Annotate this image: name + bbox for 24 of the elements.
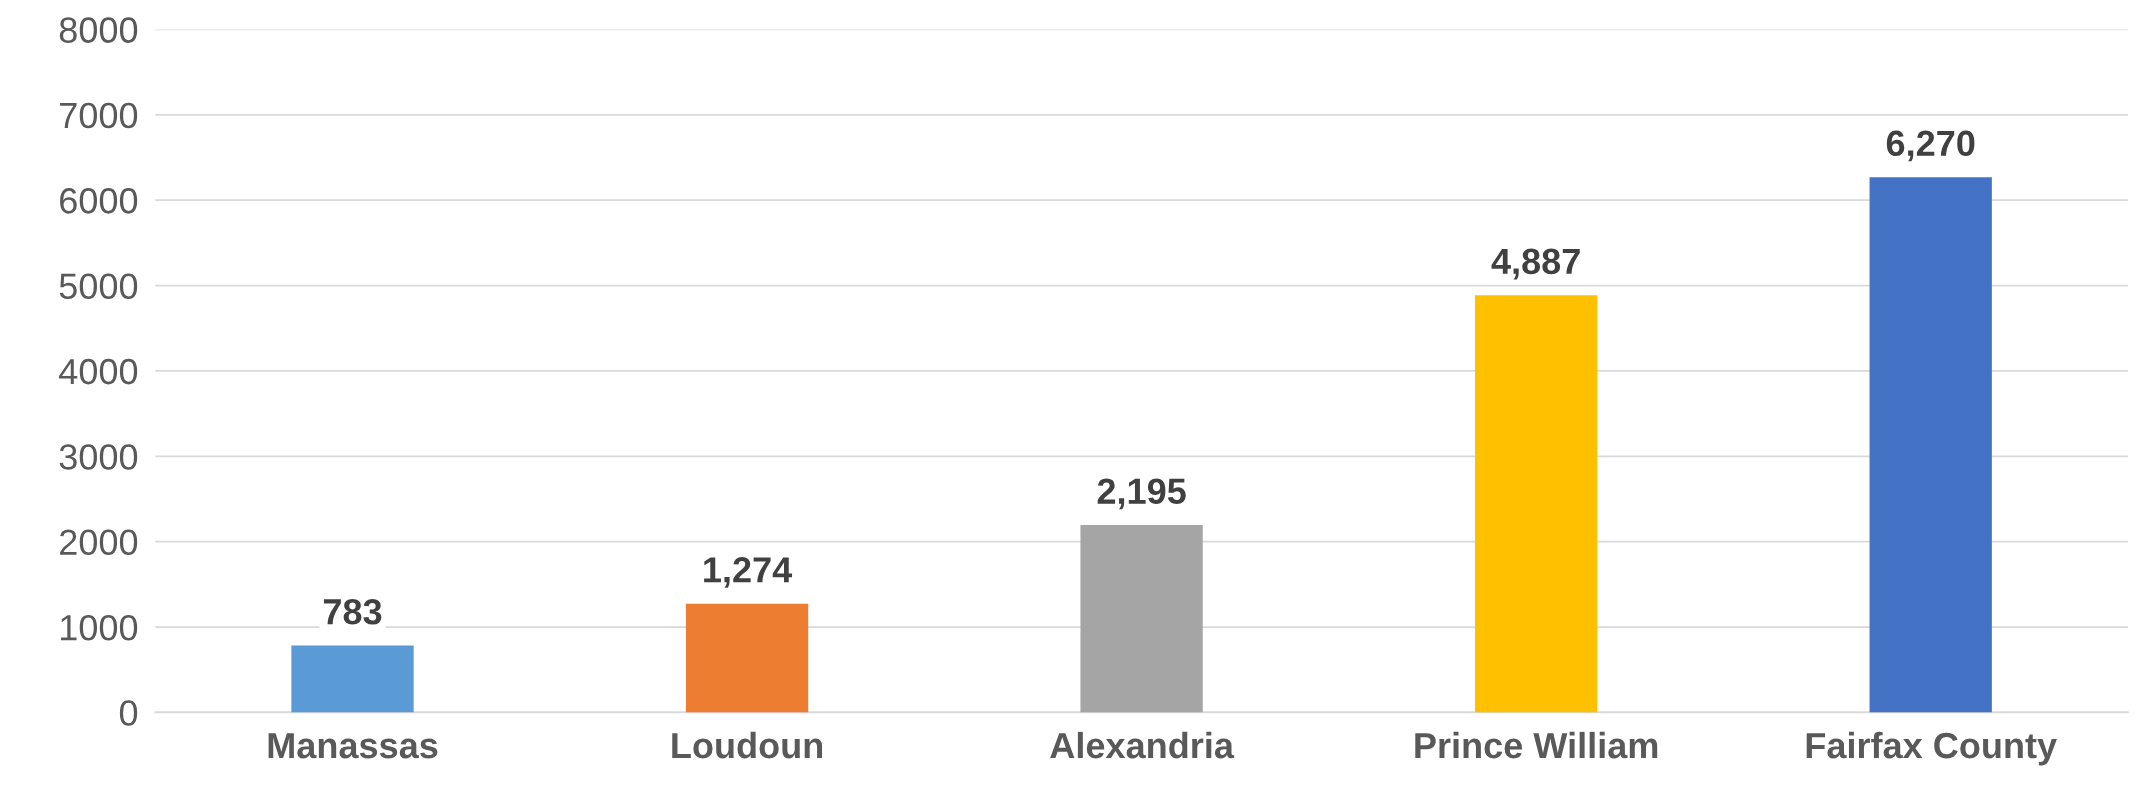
y-tick-label: 6000 xyxy=(60,188,138,214)
y-tick-label: 7000 xyxy=(60,102,138,129)
x-tick-label: Loudoun xyxy=(672,731,823,759)
data-label: 2,195 xyxy=(1097,478,1186,510)
y-tick-label: 2000 xyxy=(60,529,138,556)
y-tick-label: 8000 xyxy=(59,17,138,43)
x-tick-label: Prince William xyxy=(1415,731,1658,759)
data-label: 6,270 xyxy=(1886,130,1975,162)
bar xyxy=(1080,525,1203,713)
data-label: 1,274 xyxy=(704,557,793,588)
data-label: 783 xyxy=(323,598,382,625)
y-tick-label: 5000 xyxy=(59,273,138,300)
x-tick-label: Fairfax County xyxy=(1806,731,2057,766)
bar xyxy=(685,603,809,713)
x-tick-label: Manassas xyxy=(268,733,438,759)
y-tick-label: 0 xyxy=(119,700,138,726)
bar xyxy=(1475,295,1598,713)
bar xyxy=(291,645,414,713)
bar xyxy=(1869,177,1992,713)
y-tick-label: 3000 xyxy=(59,444,138,470)
x-tick-label: Alexandria xyxy=(1050,731,1235,759)
data-label: 4,887 xyxy=(1491,248,1580,280)
y-tick-label: 1000 xyxy=(60,614,138,641)
y-tick-label: 4000 xyxy=(59,358,138,385)
